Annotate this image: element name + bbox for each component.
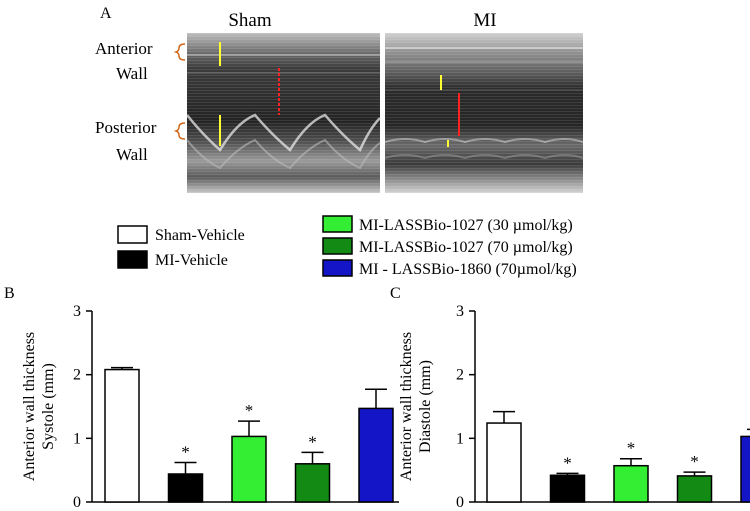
bar xyxy=(294,463,331,503)
legend-swatch xyxy=(322,215,353,233)
panel-b-letter: B xyxy=(4,285,15,302)
bar xyxy=(104,368,140,503)
sham-title: Sham xyxy=(228,10,272,31)
legend-item-sham-vehicle: Sham-Vehicle xyxy=(117,225,245,244)
significance-marker: * xyxy=(690,452,699,471)
y-tick-label: 0 xyxy=(73,494,81,511)
bar xyxy=(549,474,586,503)
anterior-brace-icon xyxy=(173,43,186,61)
panel-c-letter: C xyxy=(390,285,401,302)
panel-a-letter: A xyxy=(100,5,112,22)
bar xyxy=(231,435,267,503)
panel-a: A Sham MI Anterio xyxy=(95,5,584,193)
legend-item-lassbio-1027-70: MI-LASSBio-1027 (70 µmol/kg) xyxy=(322,237,573,256)
legend-label: MI-LASSBio-1027 (30 µmol/kg) xyxy=(359,217,573,234)
significance-marker: * xyxy=(308,432,317,451)
mi-title: MI xyxy=(473,10,496,31)
y-axis-label-line: Anterior wall thickness xyxy=(398,332,415,481)
chart-systole: 0 1 2 3 Anterior wall thickness Systole (mm) *… xyxy=(21,303,399,511)
posterior-brace-icon xyxy=(173,122,186,140)
legend-swatch xyxy=(322,259,353,277)
posterior-label: Posterior xyxy=(95,118,157,137)
significance-marker: * xyxy=(627,439,636,458)
y-tick-label: 2 xyxy=(73,367,81,384)
y-axis-label: Anterior wall thickness Diastole (mm) xyxy=(398,332,434,481)
y-tick-label: 2 xyxy=(456,367,464,384)
legend-swatch xyxy=(117,225,148,244)
legend-label: Sham-Vehicle xyxy=(155,227,245,244)
bar xyxy=(613,464,649,503)
significance-marker: * xyxy=(181,443,190,462)
legend-item-lassbio-1027-30: MI-LASSBio-1027 (30 µmol/kg) xyxy=(322,215,573,234)
bar xyxy=(740,435,750,503)
y-axis-label-line: Anterior wall thickness xyxy=(21,332,38,481)
significance-marker: * xyxy=(563,453,572,472)
legend-swatch xyxy=(322,237,353,255)
y-axis-label-line: Diastole (mm) xyxy=(417,360,434,453)
y-axis-label: Anterior wall thickness Systole (mm) xyxy=(21,332,57,481)
legend: Sham-Vehicle MI-Vehicle MI-LASSBio-1027 … xyxy=(117,215,577,278)
bar xyxy=(676,475,713,503)
legend-label: MI-LASSBio-1027 (70 µmol/kg) xyxy=(359,239,573,256)
chart-diastole: 0 1 2 3 Anterior wall thickness Diastole (mm)… xyxy=(398,303,750,511)
mi-echo-image xyxy=(384,33,584,193)
legend-label: MI - LASSBio-1860 (70µmol/kg) xyxy=(359,261,577,278)
y-tick-label: 1 xyxy=(456,430,464,447)
y-tick-label: 3 xyxy=(73,303,81,320)
legend-item-lassbio-1860-70: MI - LASSBio-1860 (70µmol/kg) xyxy=(322,259,577,278)
y-axis-label-line: Systole (mm) xyxy=(40,363,57,450)
bar xyxy=(167,473,204,503)
bar xyxy=(486,422,522,503)
legend-label: MI-Vehicle xyxy=(155,252,228,269)
legend-swatch xyxy=(117,250,148,269)
y-tick-label: 1 xyxy=(73,430,81,447)
anterior-label: Anterior xyxy=(95,39,153,58)
y-tick-label: 0 xyxy=(456,494,464,511)
posterior-wall-label: Wall xyxy=(116,145,148,164)
legend-item-mi-vehicle: MI-Vehicle xyxy=(117,250,228,269)
bar xyxy=(358,407,394,503)
anterior-wall-label: Wall xyxy=(116,64,148,83)
y-tick-label: 3 xyxy=(456,303,464,320)
significance-marker: * xyxy=(245,401,254,420)
sham-echo-image xyxy=(186,33,381,193)
